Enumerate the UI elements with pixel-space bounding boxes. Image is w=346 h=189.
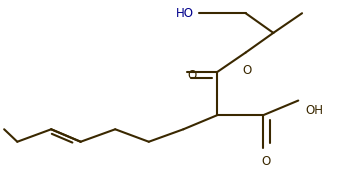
Text: O: O (243, 64, 252, 77)
Text: OH: OH (305, 104, 323, 117)
Text: HO: HO (176, 7, 194, 20)
Text: O: O (188, 69, 197, 82)
Text: O: O (262, 155, 271, 167)
